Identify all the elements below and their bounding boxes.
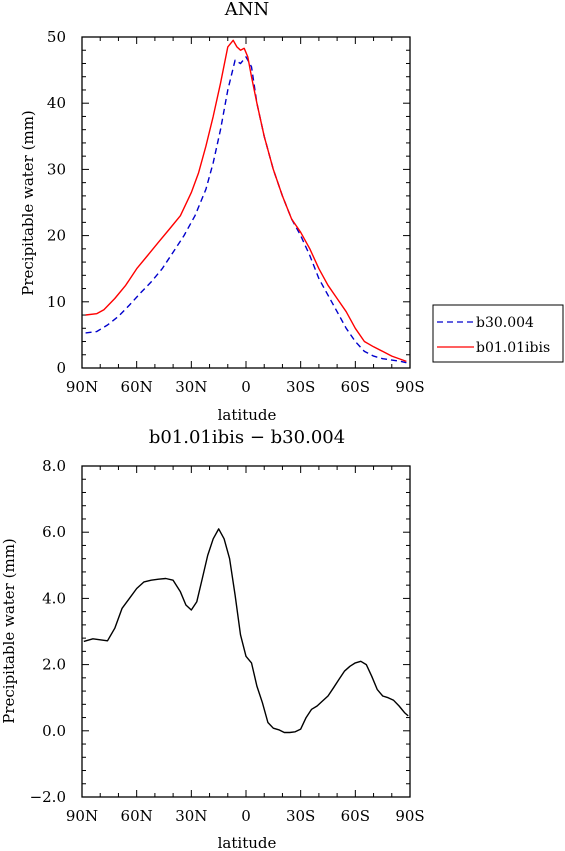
difference-line xyxy=(83,528,409,734)
x-tick-label: 0 xyxy=(241,378,251,396)
y-tick-label: 4.0 xyxy=(42,589,66,607)
x-tick-label: 90S xyxy=(395,378,424,396)
y-tick-label: 0 xyxy=(56,359,66,377)
x-tick-label: 60N xyxy=(121,807,153,825)
series-lines xyxy=(83,528,409,734)
legend-label-b30-004: b30.004 xyxy=(476,315,534,331)
y-tick-label: 20 xyxy=(47,227,66,245)
y-axis-label: Precipitable water (mm) xyxy=(19,110,37,296)
x-axis-label: latitude xyxy=(218,406,277,424)
series-line-b30-004 xyxy=(85,56,407,364)
y-axis-label: Precipitable water (mm) xyxy=(0,538,18,724)
plot-frame xyxy=(81,36,411,369)
x-tick-label: 30S xyxy=(286,378,315,396)
x-tick-label: 90S xyxy=(395,807,424,825)
chart-title: b01.01ibis − b30.004 xyxy=(149,427,345,448)
x-axis-label: latitude xyxy=(218,834,277,851)
legend: b30.004 b01.01ibis xyxy=(432,304,564,363)
y-tick-label: 8.0 xyxy=(42,457,66,475)
series-lines xyxy=(85,39,407,364)
y-tick-label: 10 xyxy=(47,293,66,311)
x-tick-label: 0 xyxy=(241,807,251,825)
legend-label-b01-01ibis: b01.01ibis xyxy=(476,340,550,356)
y-tick-label: 6.0 xyxy=(42,523,66,541)
chart-title: ANN xyxy=(224,0,270,20)
y-tick-label: 2.0 xyxy=(42,656,66,674)
y-tick-label: 50 xyxy=(47,28,66,46)
y-tick-label: −2.0 xyxy=(30,788,66,806)
x-tick-label: 60S xyxy=(341,807,370,825)
x-tick-label: 60N xyxy=(121,378,153,396)
x-tick-label: 90N xyxy=(66,378,98,396)
legend-box xyxy=(432,304,564,363)
y-tick-label: 40 xyxy=(47,94,66,112)
x-tick-label: 30N xyxy=(175,807,207,825)
y-tick-label: 0.0 xyxy=(42,722,66,740)
chart-difference: b01.01ibis − b30.004 90N 60N 30N 0 30S 60S 90S… xyxy=(0,427,425,851)
tick-marks xyxy=(81,465,411,798)
y-tick-labels: −2.0 0.0 2.0 4.0 6.0 8.0 xyxy=(30,457,66,806)
plot-frame xyxy=(81,465,411,798)
chart-ann: ANN 90N 60N 30N 0 30S 60S 90S 0 10 20 30 40 50 lati… xyxy=(19,0,564,424)
y-tick-label: 30 xyxy=(47,160,66,178)
x-tick-label: 30N xyxy=(175,378,207,396)
x-tick-label: 60S xyxy=(341,378,370,396)
series-line-b01-01ibis xyxy=(85,39,407,363)
x-tick-label: 30S xyxy=(286,807,315,825)
tick-marks xyxy=(81,36,411,369)
x-tick-labels: 90N 60N 30N 0 30S 60S 90S xyxy=(66,378,425,396)
x-tick-label: 90N xyxy=(66,807,98,825)
y-tick-labels: 0 10 20 30 40 50 xyxy=(47,28,66,377)
x-tick-labels: 90N 60N 30N 0 30S 60S 90S xyxy=(66,807,425,825)
